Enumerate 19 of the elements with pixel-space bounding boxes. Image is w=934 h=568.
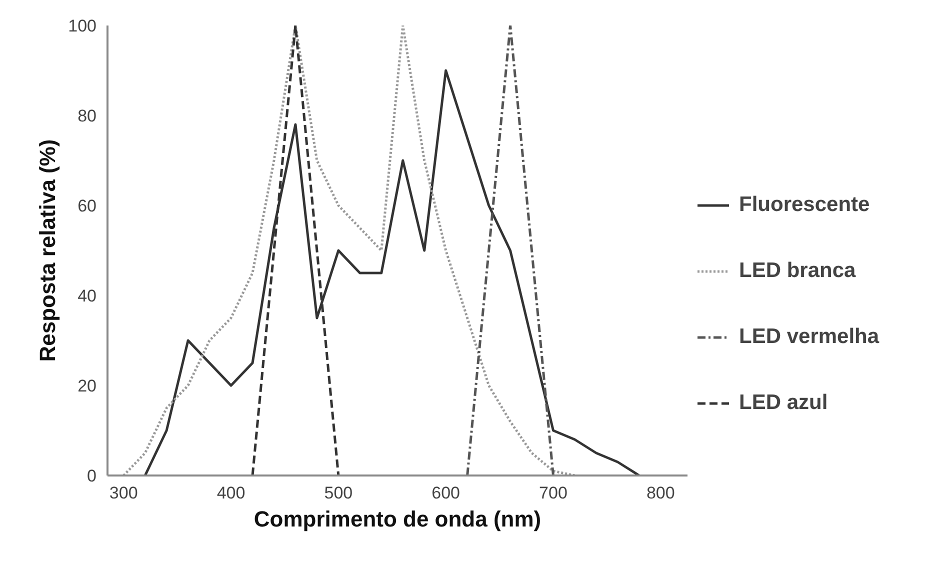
y-tick-label: 20 xyxy=(78,376,97,396)
y-tick-label: 0 xyxy=(87,466,97,486)
x-tick-label: 400 xyxy=(216,484,246,502)
x-tick-label: 300 xyxy=(109,484,138,502)
line-series xyxy=(122,26,576,476)
legend-label: LED vermelha xyxy=(739,325,880,349)
x-tick-label: 600 xyxy=(432,484,460,502)
y-tick-label: 80 xyxy=(78,106,97,126)
x-tick-label: 700 xyxy=(539,484,568,502)
y-tick-label: 100 xyxy=(68,16,97,36)
legend-label: LED branca xyxy=(739,259,856,283)
y-tick-label: 60 xyxy=(78,196,97,216)
legend-label: LED azul xyxy=(739,391,828,415)
y-axis-title: Resposta relativa (%) xyxy=(35,139,60,362)
x-tick-label: 800 xyxy=(646,484,675,502)
x-tick-label: 500 xyxy=(324,484,353,502)
y-tick-label: 40 xyxy=(78,286,97,306)
x-axis-title: Comprimento de onda (nm) xyxy=(254,506,542,532)
legend-label: Fluorescente xyxy=(739,193,870,217)
